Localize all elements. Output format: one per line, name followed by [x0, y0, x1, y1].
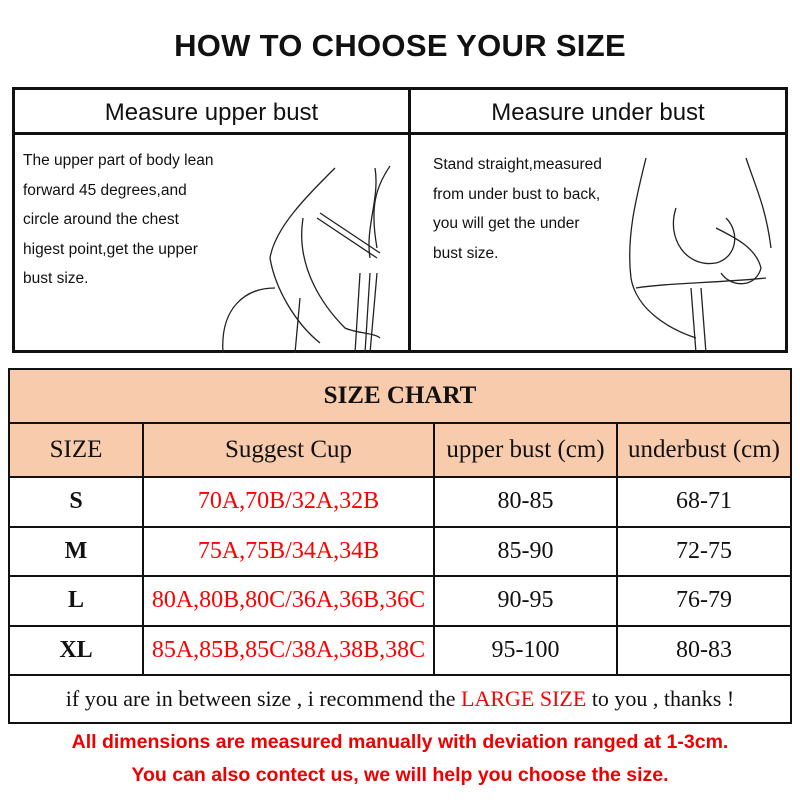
instruction-line: from under bust to back, [433, 185, 601, 203]
size-recommendation: if you are in between size , i recommend… [8, 674, 792, 724]
underbust-cell: 76-79 [616, 575, 792, 627]
table-footer-row: if you are in between size , i recommend… [8, 674, 792, 724]
size-cell: M [8, 525, 144, 577]
column-header: upper bust (cm) [433, 422, 618, 478]
underbust-cell: 68-71 [616, 476, 792, 528]
size-cell: XL [8, 624, 144, 676]
size-chart-table: SIZE CHART SIZE Suggest Cup upper bust (… [8, 368, 792, 724]
under-bust-illustration [629, 157, 772, 353]
contact-note: You can also contect us, we will help yo… [131, 764, 669, 786]
instruction-line: bust size. [23, 270, 89, 287]
instruction-line: The upper part of body lean [23, 152, 214, 169]
under-bust-panel: Measure under bust Stand straight,measur… [411, 90, 785, 353]
column-header: Suggest Cup [142, 422, 435, 478]
instruction-line: bust size. [433, 244, 499, 262]
upper-bust-panel: Measure upper bust The upper part of bod… [15, 90, 411, 353]
cup-cell: 75A,75B/34A,34B [142, 525, 435, 577]
upper-bust-cell: 85-90 [433, 525, 618, 577]
instruction-line: circle around the chest [23, 211, 179, 228]
table-row: M 75A,75B/34A,34B 85-90 72-75 [8, 525, 792, 577]
under-bust-instructions: Stand straight,measured from under bust … [433, 150, 602, 268]
under-bust-heading: Measure under bust [411, 90, 785, 135]
upper-bust-illustration [222, 165, 391, 353]
underbust-cell: 80-83 [616, 624, 792, 676]
size-cell: S [8, 476, 144, 528]
column-header: underbust (cm) [616, 422, 792, 478]
upper-bust-cell: 90-95 [433, 575, 618, 627]
cup-cell: 80A,80B,80C/36A,36B,36C [142, 575, 435, 627]
upper-bust-instructions: The upper part of body lean forward 45 d… [23, 146, 213, 294]
page-title: HOW TO CHOOSE YOUR SIZE [174, 28, 626, 63]
recommendation-text: to you , thanks ! [586, 686, 735, 711]
upper-bust-cell: 80-85 [433, 476, 618, 528]
measure-guide: Measure upper bust The upper part of bod… [12, 87, 788, 353]
cup-cell: 85A,85B,85C/38A,38B,38C [142, 624, 435, 676]
recommendation-text: if you are in between size , i recommend… [65, 686, 462, 711]
deviation-note: All dimensions are measured manually wit… [71, 731, 729, 753]
instruction-line: Stand straight,measured [433, 156, 602, 173]
size-chart-title: SIZE CHART [8, 368, 792, 424]
instruction-line: you will get the under [433, 215, 580, 232]
table-header-row: SIZE Suggest Cup upper bust (cm) underbu… [8, 422, 792, 478]
table-row: S 70A,70B/32A,32B 80-85 68-71 [8, 476, 792, 528]
instruction-line: forward 45 degrees,and [23, 181, 187, 199]
upper-bust-cell: 95-100 [433, 624, 618, 676]
table-row: XL 85A,85B,85C/38A,38B,38C 95-100 80-83 [8, 624, 792, 676]
cup-cell: 70A,70B/32A,32B [142, 476, 435, 528]
large-size-highlight: LARGE SIZE [461, 686, 587, 711]
upper-bust-heading: Measure upper bust [15, 90, 408, 135]
table-row: L 80A,80B,80C/36A,36B,36C 90-95 76-79 [8, 575, 792, 627]
underbust-cell: 72-75 [616, 525, 792, 577]
size-cell: L [8, 575, 144, 627]
column-header: SIZE [8, 422, 144, 478]
instruction-line: higest point,get the upper [23, 240, 198, 258]
